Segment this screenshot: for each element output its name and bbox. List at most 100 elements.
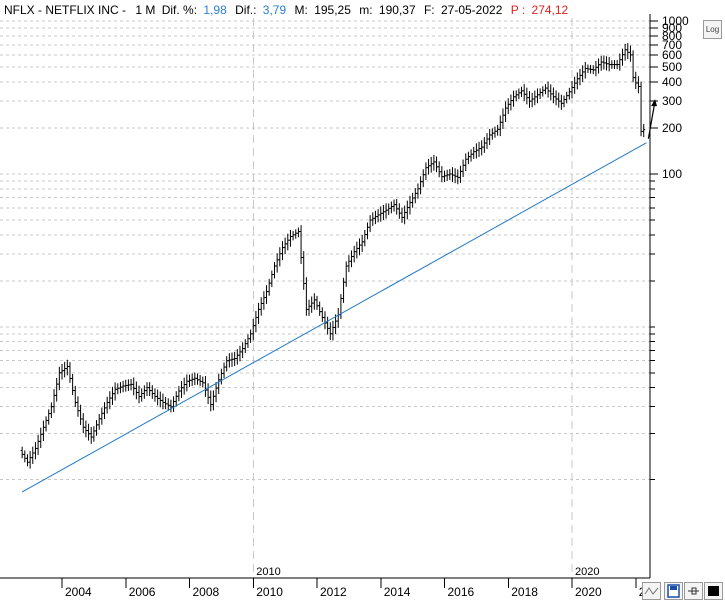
x-tick-label: 2012 <box>320 585 347 599</box>
ohlc-bar <box>578 68 582 86</box>
ohlc-bar <box>421 169 425 188</box>
ohlc-bar <box>110 386 114 405</box>
ohlc-bar <box>429 156 433 173</box>
ohlc-bar <box>586 64 590 74</box>
ohlc-bar <box>103 402 106 420</box>
ohlc-bar <box>39 427 43 448</box>
save-button[interactable] <box>664 582 683 600</box>
ohlc-bar <box>249 329 253 343</box>
x-tick-label: 2018 <box>511 585 538 599</box>
ohlc-bar <box>209 390 213 412</box>
ohlc-bar <box>188 374 191 387</box>
ohlc-bar <box>488 128 492 146</box>
ohlc-bar <box>140 388 144 402</box>
ohlc-bar <box>469 149 473 162</box>
y-tick-label: 600 <box>662 48 682 62</box>
ohlc-bar <box>286 233 290 251</box>
ohlc-bar <box>326 316 330 335</box>
ohlc-bar <box>124 379 128 392</box>
ohlc-bar <box>384 203 388 219</box>
ohlc-bar <box>642 123 646 138</box>
ohlc-bar <box>411 192 415 208</box>
ohlc-bar <box>55 377 59 402</box>
ohlc-bar <box>397 203 401 219</box>
ohlc-bar <box>472 146 476 159</box>
ohlc-bar <box>166 398 170 411</box>
ohlc-bar <box>331 320 335 341</box>
ohlc-bar <box>156 389 160 406</box>
zigzag-button[interactable] <box>642 582 661 600</box>
ohlc-bar <box>448 168 452 180</box>
ohlc-bar <box>387 203 391 216</box>
ohlc-bar <box>607 57 611 72</box>
ohlc-bar <box>222 362 226 379</box>
max-label: M: <box>294 3 308 17</box>
ohlc-bar <box>259 297 263 316</box>
ohlc-bar <box>512 90 516 107</box>
ohlc-bar <box>594 60 598 77</box>
ohlc-bar <box>581 65 585 82</box>
ohlc-bar <box>201 376 205 388</box>
ohlc-bar <box>129 378 133 391</box>
ohlc-bar <box>153 388 157 402</box>
ohlc-bar <box>371 212 375 226</box>
ohlc-bar <box>573 76 577 94</box>
ohlc-bar <box>180 380 184 398</box>
ohlc-bar <box>315 295 319 310</box>
pin-button[interactable] <box>684 582 703 600</box>
ohlc-bar <box>97 413 101 430</box>
ohlc-bar <box>450 167 454 183</box>
date-label: F: <box>423 3 435 17</box>
ohlc-bar <box>195 373 199 385</box>
ohlc-bar <box>235 349 239 365</box>
ohlc-bar <box>172 396 176 412</box>
ohlc-bar <box>116 383 120 395</box>
ohlc-bar <box>498 115 502 137</box>
ohlc-bar <box>583 61 587 79</box>
ohlc-bar <box>543 84 547 95</box>
ohlc-bar <box>435 156 439 173</box>
log-scale-button[interactable]: Log <box>703 20 722 39</box>
ohlc-bar <box>71 373 75 395</box>
ohlc-bar <box>158 391 162 408</box>
ohlc-bar <box>57 366 61 391</box>
ohlc-bar <box>238 345 242 362</box>
y-tick-label: 400 <box>662 75 682 89</box>
ohlc-bar <box>636 76 640 94</box>
ohlc-bar <box>217 373 221 395</box>
ohlc-bar <box>363 229 367 247</box>
ohlc-bar <box>227 353 231 368</box>
ohlc-bar <box>466 151 470 165</box>
ohlc-bar <box>267 278 271 296</box>
ohlc-bar <box>273 262 276 279</box>
ohlc-bar <box>79 404 83 426</box>
projection-arrowhead <box>651 99 658 107</box>
ohlc-bar <box>501 108 505 130</box>
ohlc-bar <box>164 397 168 410</box>
trendline-layer[interactable] <box>21 99 658 493</box>
ohlc-bar <box>219 368 223 385</box>
y-tick-label: 300 <box>662 94 682 108</box>
dif-label: Dif.: <box>235 3 257 17</box>
ohlc-bar <box>403 205 407 225</box>
symbol-name: NFLX - NETFLIX INC - <box>4 3 127 17</box>
x-tick-label: 2020 <box>575 585 602 599</box>
ohlc-bar <box>400 207 404 223</box>
ohlc-bar <box>392 199 396 212</box>
save-icon <box>667 584 680 598</box>
ohlc-bar <box>355 241 359 259</box>
ohlc-bar <box>522 84 526 101</box>
max-value: 195,25 <box>314 3 351 17</box>
projection-arrow <box>647 100 656 139</box>
color-swatch-button[interactable] <box>704 582 723 600</box>
ohlc-bar <box>52 389 56 413</box>
ohlc-bar <box>514 90 518 102</box>
ohlc-bar <box>538 88 542 99</box>
ohlc-bar <box>41 420 45 441</box>
ohlc-bar <box>541 86 545 97</box>
ohlc-bar <box>443 170 446 182</box>
ohlc-bar <box>496 124 500 136</box>
ohlc-bar <box>570 81 574 99</box>
